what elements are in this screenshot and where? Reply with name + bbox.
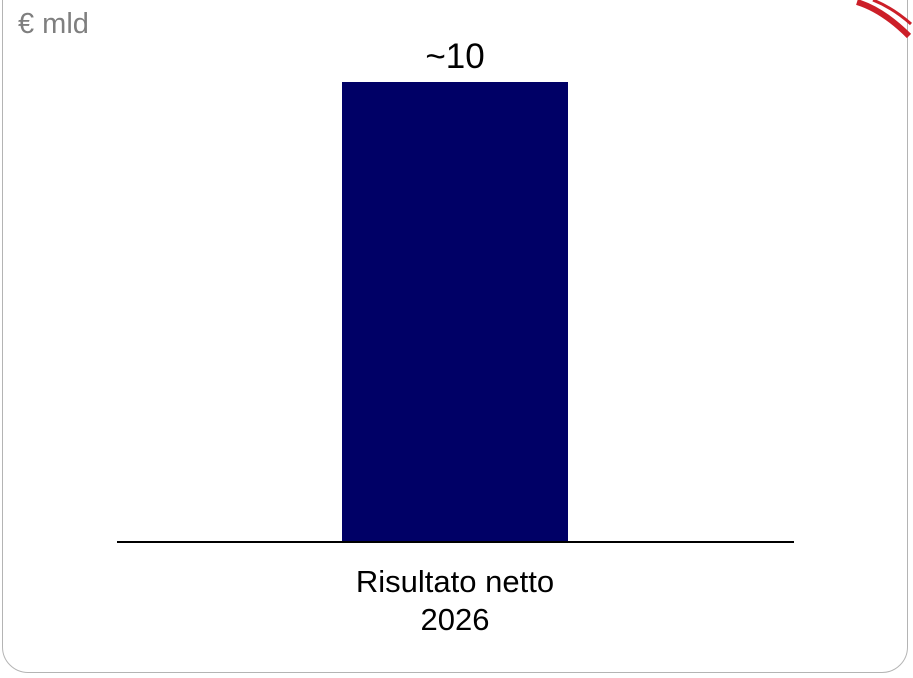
- corner-stamp-icon: [856, 0, 912, 39]
- category-label: 2026: [421, 602, 490, 637]
- bar: [342, 82, 568, 542]
- unit-label: € mld: [18, 8, 89, 40]
- bar-value-label: ~10: [425, 37, 484, 76]
- category-label: Risultato netto: [356, 564, 554, 599]
